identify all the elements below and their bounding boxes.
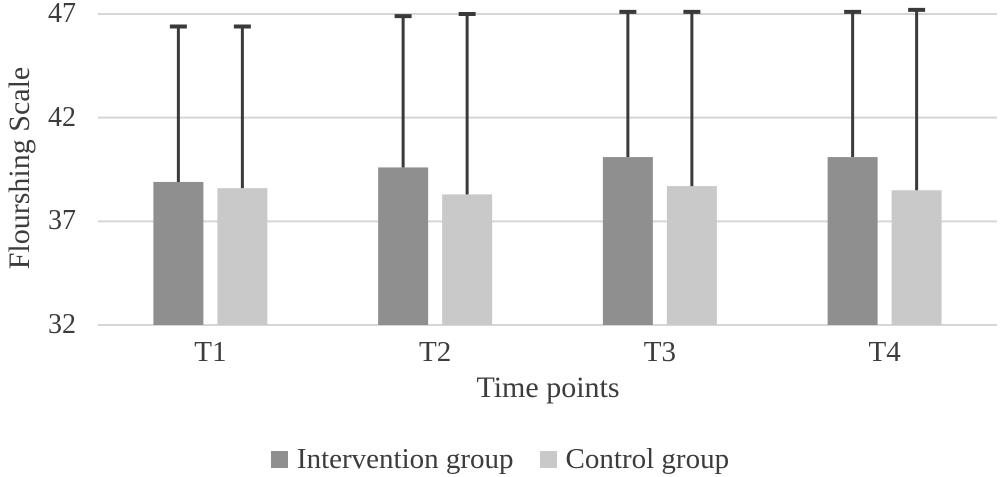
bar (442, 194, 493, 325)
control-swatch-icon (539, 451, 557, 468)
y-tick-label: 37 (48, 205, 76, 237)
x-tick-label: T4 (868, 336, 901, 368)
legend-label-control: Control group (565, 443, 730, 475)
legend-item-control: Control group (539, 443, 730, 476)
bar (827, 157, 878, 325)
bar (891, 190, 942, 325)
x-tick-label: T2 (419, 336, 452, 368)
bar (378, 167, 429, 325)
bar (217, 188, 268, 325)
y-tick-label: 32 (48, 309, 76, 340)
legend-label-intervention: Intervention group (296, 443, 514, 475)
bar (602, 157, 653, 325)
plot-area (98, 7, 997, 326)
intervention-swatch-icon (270, 451, 288, 468)
bar (153, 181, 204, 325)
legend: Intervention group Control group (0, 443, 1000, 476)
y-tick-label: 47 (48, 0, 76, 29)
x-axis-title: Time points (476, 371, 620, 404)
bar (666, 186, 717, 325)
x-tick-label: T3 (643, 336, 676, 368)
y-tick-label: 42 (48, 101, 76, 133)
x-tick-label: T1 (194, 336, 227, 368)
legend-item-intervention: Intervention group (270, 443, 514, 476)
